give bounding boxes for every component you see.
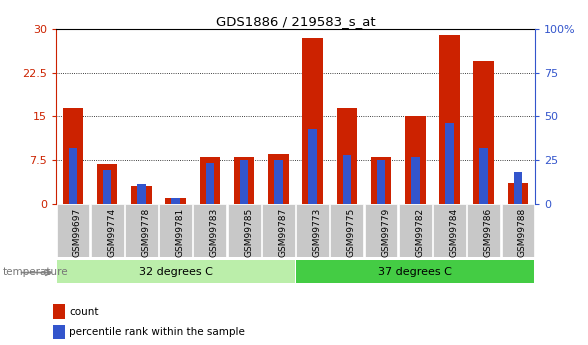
Bar xyxy=(479,148,488,204)
Text: 32 degrees C: 32 degrees C xyxy=(139,267,213,277)
Bar xyxy=(137,184,146,204)
Text: count: count xyxy=(69,307,98,317)
Text: GSM99788: GSM99788 xyxy=(518,208,527,257)
Bar xyxy=(507,183,528,204)
Text: GSM99785: GSM99785 xyxy=(244,208,253,257)
Bar xyxy=(439,35,460,204)
Bar xyxy=(467,204,500,257)
Bar xyxy=(268,154,289,204)
Text: GSM99784: GSM99784 xyxy=(449,208,459,257)
Text: 37 degrees C: 37 degrees C xyxy=(378,267,452,277)
Bar xyxy=(308,129,317,204)
Bar xyxy=(228,204,260,257)
Text: GSM99697: GSM99697 xyxy=(73,208,82,257)
Bar xyxy=(365,204,397,257)
Text: GSM99787: GSM99787 xyxy=(278,208,288,257)
Bar xyxy=(445,124,454,204)
Bar xyxy=(330,204,363,257)
Text: GSM99775: GSM99775 xyxy=(347,208,356,257)
Bar xyxy=(56,204,89,257)
Bar xyxy=(502,204,534,257)
Text: GSM99781: GSM99781 xyxy=(176,208,185,257)
Bar xyxy=(56,260,295,283)
Bar xyxy=(433,204,466,257)
Text: GSM99773: GSM99773 xyxy=(313,208,322,257)
Bar xyxy=(514,172,522,204)
Bar xyxy=(336,108,357,204)
Bar xyxy=(199,157,220,204)
Text: percentile rank within the sample: percentile rank within the sample xyxy=(69,327,245,337)
Bar xyxy=(63,108,83,204)
Bar xyxy=(343,155,351,204)
Bar xyxy=(69,148,77,204)
Bar xyxy=(296,260,534,283)
Bar xyxy=(411,157,420,204)
Text: GSM99783: GSM99783 xyxy=(210,208,219,257)
Bar xyxy=(91,204,123,257)
Bar xyxy=(405,117,426,204)
Bar xyxy=(399,204,432,257)
Bar xyxy=(97,164,118,204)
Bar xyxy=(125,204,158,257)
Bar xyxy=(371,157,391,204)
Bar xyxy=(234,157,255,204)
Bar xyxy=(159,204,192,257)
Text: GSM99782: GSM99782 xyxy=(415,208,425,257)
Text: GSM99778: GSM99778 xyxy=(142,208,151,257)
Bar xyxy=(296,204,329,257)
Bar xyxy=(131,186,152,204)
Text: GSM99786: GSM99786 xyxy=(484,208,493,257)
Bar xyxy=(165,198,186,204)
Text: GSM99779: GSM99779 xyxy=(381,208,390,257)
Bar xyxy=(302,38,323,204)
Bar xyxy=(53,304,65,319)
Bar xyxy=(274,160,283,204)
Bar xyxy=(240,160,248,204)
Bar xyxy=(53,325,65,339)
Title: GDS1886 / 219583_s_at: GDS1886 / 219583_s_at xyxy=(216,15,375,28)
Bar xyxy=(473,61,494,204)
Text: temperature: temperature xyxy=(3,267,69,276)
Bar xyxy=(103,170,112,204)
Bar xyxy=(206,164,214,204)
Bar xyxy=(262,204,295,257)
Bar xyxy=(377,160,385,204)
Bar xyxy=(171,198,180,204)
Text: GSM99774: GSM99774 xyxy=(107,208,116,257)
Bar xyxy=(193,204,226,257)
